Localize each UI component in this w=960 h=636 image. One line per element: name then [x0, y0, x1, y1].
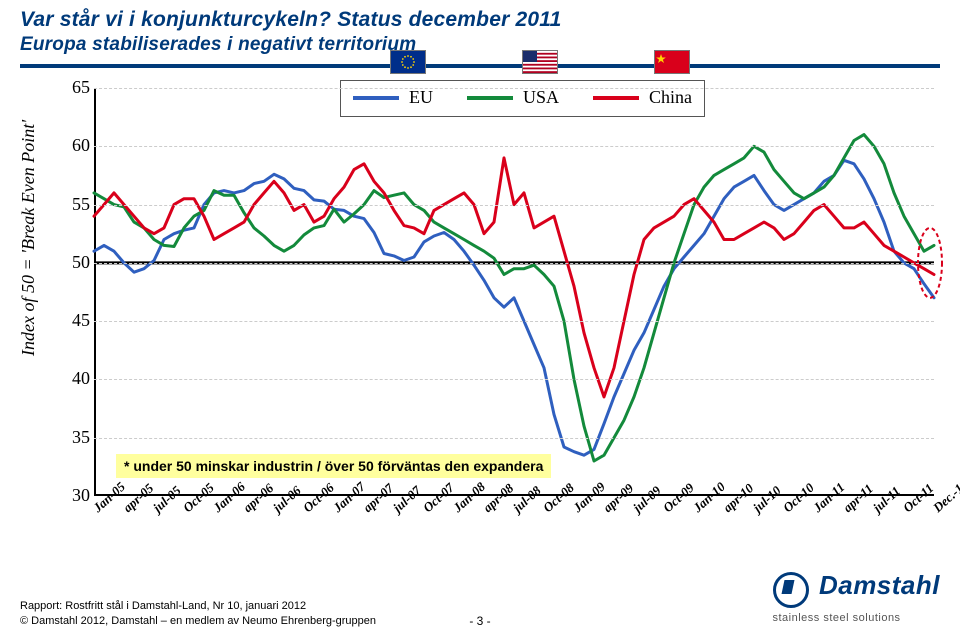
y-tick: 50 [62, 252, 90, 273]
plot-area [94, 88, 934, 496]
flag-icon [654, 50, 690, 74]
flag-icon [522, 50, 558, 74]
brand-logo-icon [773, 572, 809, 608]
footnote-box: * under 50 minskar industrin / över 50 f… [116, 454, 551, 478]
gridline [94, 88, 934, 89]
pmi-chart: Index of 50 = 'Break Even Point' 30 35 40 4… [20, 76, 940, 574]
gridline [94, 146, 934, 147]
legend-swatch [353, 96, 399, 100]
page-number: - 3 - [469, 614, 490, 628]
y-tick: 40 [62, 368, 90, 389]
gridline [94, 263, 934, 264]
page-title: Var står vi i konjunkturcykeln? Status d… [20, 8, 561, 32]
legend-label: USA [523, 87, 559, 108]
y-tick: 45 [62, 310, 90, 331]
footnote-text: * under 50 minskar industrin / över 50 f… [124, 458, 543, 474]
legend-flags [390, 50, 690, 76]
footer-line1: Rapport: Rostfritt stål i Damstahl-Land,… [20, 600, 306, 612]
y-tick: 35 [62, 427, 90, 448]
gridline [94, 321, 934, 322]
footer-text: Rapport: Rostfritt stål i Damstahl-Land,… [20, 599, 376, 628]
gridline [94, 438, 934, 439]
y-tick: 60 [62, 135, 90, 156]
y-tick: 65 [62, 77, 90, 98]
legend-swatch [467, 96, 513, 100]
footer-line2: © Damstahl 2012, Damstahl – en medlem av… [20, 615, 376, 627]
legend-item: USA [467, 87, 559, 108]
legend-item: EU [353, 87, 433, 108]
legend-label: China [649, 87, 692, 108]
line-series [94, 88, 934, 496]
page: Var står vi i konjunkturcykeln? Status d… [0, 0, 960, 636]
y-tick: 30 [62, 485, 90, 506]
y-axis-label: Index of 50 = 'Break Even Point' [18, 120, 39, 356]
legend: EU USA China [340, 80, 705, 117]
brand-name: Damstahl [819, 570, 940, 600]
brand-tagline: stainless steel solutions [773, 612, 901, 624]
page-subtitle: Europa stabiliserades i negativt territo… [20, 34, 416, 56]
legend-item: China [593, 87, 692, 108]
legend-swatch [593, 96, 639, 100]
gridline [94, 379, 934, 380]
flag-icon [390, 50, 426, 74]
y-tick: 55 [62, 194, 90, 215]
brand-block: Damstahl stainless steel solutions [773, 570, 941, 626]
legend-label: EU [409, 87, 433, 108]
gridline [94, 205, 934, 206]
